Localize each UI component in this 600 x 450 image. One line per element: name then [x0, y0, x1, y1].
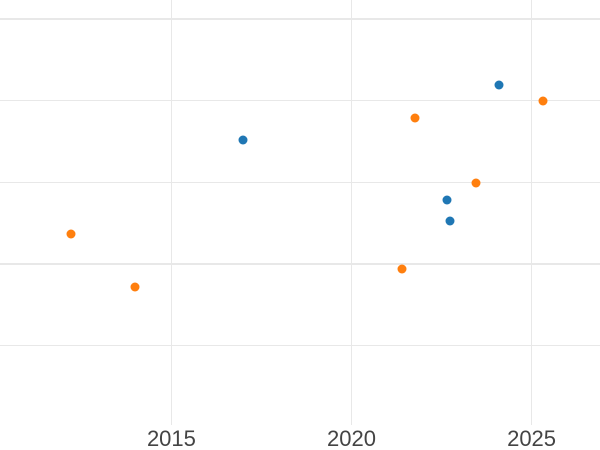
gridline-horizontal [0, 263, 600, 265]
data-point-series-orange [410, 113, 420, 123]
x-tick-label: 2020 [327, 426, 376, 450]
data-point-series-orange [538, 96, 548, 106]
gridline-horizontal [0, 181, 600, 183]
gridline-vertical [530, 0, 533, 425]
data-point-series-orange [471, 178, 481, 188]
plot-area [0, 0, 600, 425]
gridline-horizontal [0, 344, 600, 347]
gridline-horizontal [0, 99, 600, 102]
data-point-series-blue [494, 80, 504, 90]
gridline-vertical [350, 0, 353, 425]
data-point-series-orange [397, 264, 407, 274]
data-point-series-orange [130, 282, 140, 292]
x-tick-label: 2015 [146, 426, 196, 450]
x-tick-label: 2025 [507, 426, 557, 450]
data-point-series-blue [442, 195, 452, 205]
data-point-series-orange [66, 229, 76, 239]
gridline-horizontal [0, 18, 600, 20]
data-point-series-blue [445, 216, 455, 226]
gridline-vertical [170, 0, 173, 425]
data-point-series-blue [238, 135, 248, 145]
